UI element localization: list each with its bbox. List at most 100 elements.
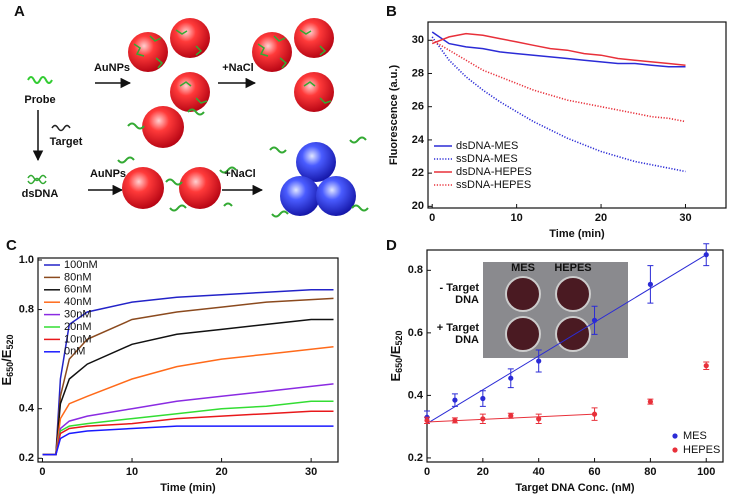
- y-axis-label-part: /E: [0, 349, 14, 362]
- line-series: [42, 425, 334, 456]
- legend-label: 100nM: [64, 259, 98, 271]
- inset-column-label: HEPES: [554, 262, 591, 274]
- inset-column-label: MES: [511, 262, 535, 274]
- y-axis-label-part: 650: [394, 358, 404, 373]
- inset-row-label: DNA: [455, 334, 479, 346]
- line-series: [42, 345, 334, 456]
- y-tick-label: 30: [412, 34, 424, 46]
- y-tick-label: 0.2: [19, 452, 34, 464]
- line-series: [42, 318, 334, 456]
- point: [703, 252, 709, 258]
- x-tick-label: 10: [511, 212, 523, 224]
- legend-label: 0nM: [64, 346, 85, 358]
- legend-label: 40nM: [64, 296, 92, 308]
- point: [591, 317, 598, 323]
- y-tick-label: 20: [412, 200, 424, 212]
- well: [555, 276, 591, 312]
- legend-label: 20nM: [64, 321, 92, 333]
- x-axis-label: Target DNA Conc. (nM): [515, 482, 634, 494]
- panel-label: C: [6, 237, 17, 254]
- inset-photo: [483, 262, 628, 358]
- x-tick-label: 20: [595, 212, 607, 224]
- legend-label: 80nM: [64, 271, 92, 283]
- nanoparticle-group: [128, 18, 334, 112]
- point: [647, 281, 653, 287]
- legend-label: dsDNA-HEPES: [456, 166, 532, 178]
- x-tick-label: 100: [697, 466, 715, 478]
- point: [536, 358, 542, 364]
- x-tick-label: 20: [477, 466, 489, 478]
- legend-label: ssDNA-HEPES: [456, 179, 531, 191]
- x-tick-label: 20: [215, 466, 227, 478]
- line-series: [431, 32, 686, 66]
- legend-label: MES: [683, 430, 707, 442]
- y-tick-label: 24: [412, 134, 425, 146]
- legend-label: 30nM: [64, 309, 92, 321]
- x-tick-label: 0: [39, 466, 45, 478]
- point: [591, 411, 598, 417]
- x-tick-label: 60: [588, 466, 600, 478]
- legend-label: dsDNA-MES: [456, 140, 518, 152]
- label: +NaCl: [224, 168, 256, 180]
- legend-label: 60nM: [64, 284, 92, 296]
- line-series: [42, 383, 334, 456]
- well: [555, 316, 591, 352]
- dsdna-icon: [27, 174, 47, 185]
- inset-row-label: - Target: [439, 282, 479, 294]
- line-series: [42, 400, 334, 456]
- y-tick-label: 0.4: [408, 389, 424, 401]
- y-axis-label-part: E: [388, 373, 403, 382]
- target-icon: [51, 124, 71, 132]
- legend-label: ssDNA-MES: [456, 153, 518, 165]
- legend-swatch: [672, 433, 678, 439]
- well: [505, 276, 541, 312]
- y-tick-label: 28: [412, 67, 424, 79]
- plot-frame: [426, 249, 724, 463]
- line-series: [431, 31, 686, 68]
- point: [508, 413, 514, 419]
- y-tick-label: 0.6: [408, 327, 423, 339]
- panel-label: A: [14, 3, 25, 20]
- plot-frame: [37, 257, 339, 463]
- point: [452, 417, 458, 424]
- point: [480, 416, 486, 422]
- legend-label: 10nM: [64, 333, 92, 345]
- legend-swatch: [672, 447, 678, 453]
- y-axis-label: Fluorescence (a.u.): [388, 65, 400, 166]
- label: AuNPs: [90, 168, 126, 180]
- point: [452, 397, 458, 403]
- panel-label: B: [386, 3, 397, 20]
- point: [424, 417, 430, 424]
- legend-label: HEPES: [683, 444, 720, 456]
- x-axis-label: Time (min): [160, 482, 216, 494]
- x-tick-label: 0: [424, 466, 430, 478]
- label: Target: [50, 136, 83, 148]
- label: dsDNA: [22, 188, 59, 200]
- x-tick-label: 40: [533, 466, 545, 478]
- diagram: A Probe AuNPs +NaCl Target dsDNA AuNPs +…: [14, 3, 369, 218]
- y-axis-label-part: E: [0, 377, 14, 386]
- x-tick-label: 30: [305, 466, 317, 478]
- point: [536, 416, 542, 422]
- line-series: [42, 410, 334, 456]
- probe-icon: [27, 76, 53, 84]
- label: Probe: [24, 94, 55, 106]
- y-axis-label-part: /E: [388, 345, 403, 358]
- y-tick-label: 0.8: [408, 264, 423, 276]
- line-series: [431, 39, 686, 123]
- label: +NaCl: [222, 62, 254, 74]
- label: AuNPs: [94, 62, 130, 74]
- y-axis-label: E650/E520: [0, 334, 15, 385]
- x-tick-label: 0: [429, 212, 435, 224]
- inset-row-label: + Target: [437, 322, 480, 334]
- y-axis-label-part: 650: [5, 362, 15, 377]
- y-tick-label: 22: [412, 167, 424, 179]
- y-tick-label: 0.2: [408, 452, 423, 464]
- y-axis-label-part: 520: [5, 334, 15, 349]
- x-tick-label: 10: [126, 466, 138, 478]
- nanoparticle-group: [117, 106, 237, 212]
- y-tick-label: 0.4: [19, 403, 35, 415]
- y-tick-label: 0.8: [19, 303, 34, 315]
- y-tick-label: 26: [412, 101, 424, 113]
- plot-frame: [427, 21, 727, 209]
